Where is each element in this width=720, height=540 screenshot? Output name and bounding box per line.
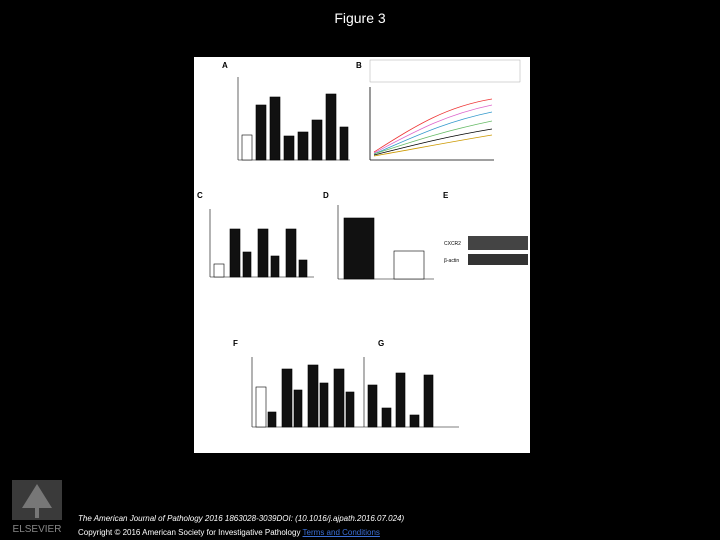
blot-label: β-actin [444,258,459,264]
panel-a-drawing [237,77,350,161]
panel-letter: D [323,191,329,200]
slide-title: Figure 3 [334,10,386,26]
panel-e-drawing: CXCR2 β-actin [444,236,528,265]
blot-label: CXCR2 [444,241,461,247]
panel-letter: C [197,191,203,200]
terms-link[interactable]: Terms and Conditions [302,528,380,537]
panel-g-drawing [363,357,459,428]
panel-letter: F [233,339,238,348]
citation: The American Journal of Pathology 2016 1… [78,514,405,523]
copyright: Copyright © 2016 American Society for In… [78,528,301,537]
copyright-line: Copyright © 2016 American Society for In… [78,526,404,540]
publisher-logo: ELSEVIER [12,480,62,535]
panel-f-drawing [251,357,364,428]
panel-d-drawing [337,205,434,280]
panel-letter: G [378,339,384,348]
panel-letter: E [443,191,449,200]
panel-b-drawing [369,59,521,161]
panel-letter: A [222,61,228,70]
panel-letter: B [356,61,362,70]
panel-c-drawing [209,209,314,278]
logo-text: ELSEVIER [13,524,62,535]
figure: A B C D E F G [194,57,530,453]
footer: The American Journal of Pathology 2016 1… [78,512,404,540]
